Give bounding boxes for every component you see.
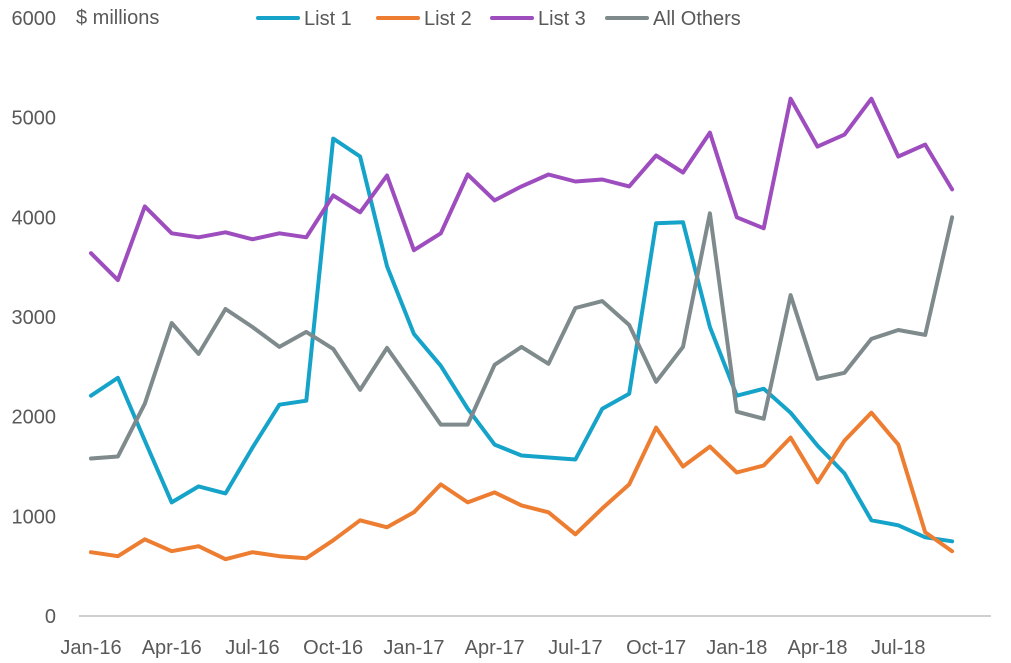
x-tick-label: Jan-18	[706, 637, 767, 659]
series-lines	[89, 96, 955, 562]
x-tick-label: Apr-16	[142, 637, 202, 659]
series-line-list-2	[89, 410, 955, 562]
x-tick-label: Jan-17	[383, 637, 444, 659]
legend-label: List 3	[538, 8, 586, 30]
x-tick-label: Jul-18	[871, 637, 925, 659]
legend-label: List 1	[304, 8, 352, 30]
y-tick-label: 6000	[12, 8, 57, 30]
y-tick-label: 2000	[12, 407, 57, 429]
x-tick-label: Apr-18	[788, 637, 848, 659]
x-tick-label: Jul-16	[225, 637, 279, 659]
y-tick-label: 0	[45, 606, 56, 628]
x-tick-label: Jan-16	[60, 637, 121, 659]
y-tick-label: 1000	[12, 506, 57, 528]
series-line-list-3	[89, 96, 955, 283]
unit-label: $ millions	[76, 7, 159, 29]
y-tick-label: 4000	[12, 207, 57, 229]
legend-label: List 2	[424, 8, 472, 30]
legend-label: All Others	[653, 8, 741, 30]
series-line-list-1	[89, 136, 955, 544]
series-line-all-others	[89, 211, 955, 461]
y-tick-label: 3000	[12, 307, 57, 329]
y-tick-label: 5000	[12, 108, 57, 130]
legend: List 1 List 2 List 3 All Others	[256, 8, 741, 30]
x-tick-label: Jul-17	[548, 637, 602, 659]
x-axis-ticks: Jan-16 Apr-16 Jul-16 Oct-16 Jan-17 Apr-17 Jul-…	[60, 637, 925, 659]
y-axis-ticks: 0 1000 2000 3000 4000 5000 6000	[12, 8, 57, 628]
x-tick-label: Apr-17	[465, 637, 525, 659]
x-tick-label: Oct-17	[626, 637, 686, 659]
x-tick-label: Oct-16	[303, 637, 363, 659]
